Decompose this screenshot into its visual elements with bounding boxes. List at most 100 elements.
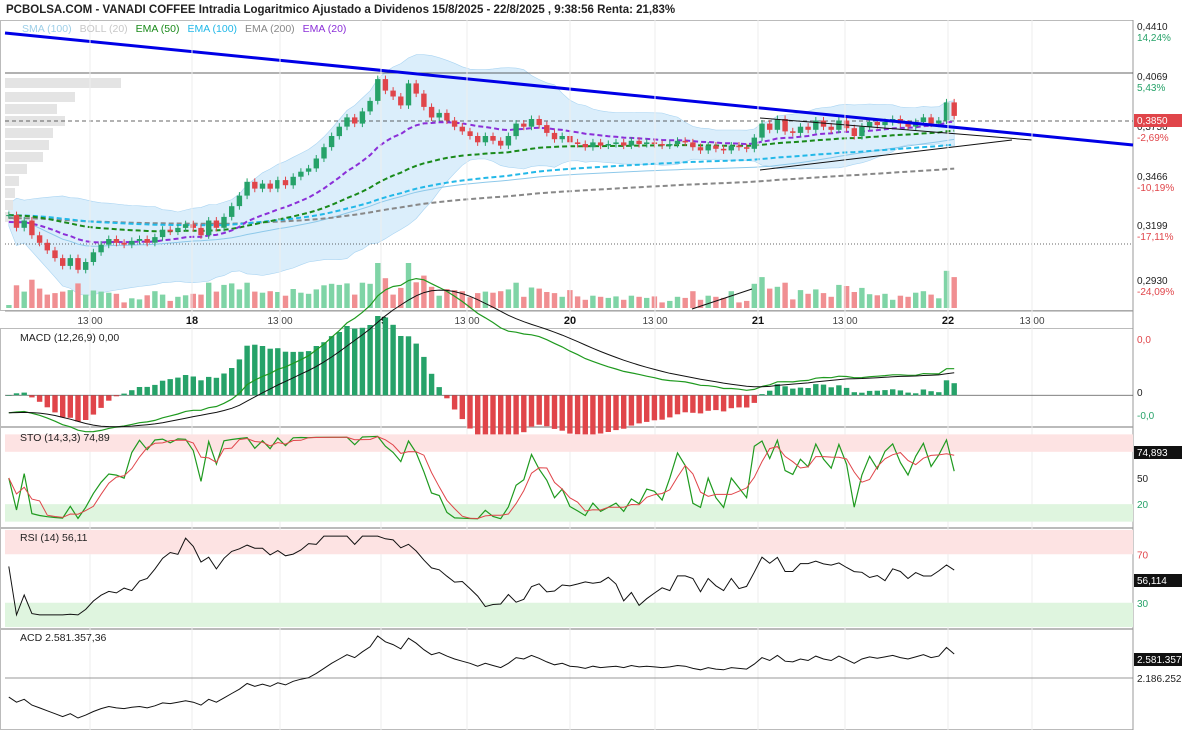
candle-body [882,122,888,126]
rsi-overbought-zone [5,530,1133,555]
macd-histogram-bar [667,395,673,418]
candle-body [682,140,688,143]
volume-bar [83,294,89,308]
macd-histogram-bar [275,348,281,396]
price-tick-pct: 5,43% [1137,83,1165,94]
macd-histogram-bar [451,395,458,410]
candle-body [375,79,381,101]
macd-histogram-bar [682,395,688,413]
volume-bar [36,288,43,308]
macd-histogram-bar [352,328,358,396]
macd-histogram-bar [259,346,266,396]
macd-histogram-bar [582,395,588,437]
volume-bar [744,300,750,308]
candle-body [106,239,112,245]
macd-histogram-bar [521,395,527,433]
rsi-current-badge [1134,574,1182,587]
macd-histogram-bar [490,395,496,442]
legend-entry: EMA (200) [245,23,295,35]
volume-profile-bar [5,152,43,162]
volume-bar [67,290,73,308]
macd-tick: 0 [1137,388,1143,399]
candle-body [190,224,196,228]
volume-trendline [691,288,753,310]
volume-bar [859,287,865,308]
volume-bar [428,286,435,308]
candle-body [628,140,635,146]
macd-histogram-bar [859,392,865,396]
volume-profile-bar [5,92,75,102]
volume-bar [436,295,442,308]
candle-body [459,126,465,132]
volume-bar [405,263,412,308]
volume-bar [290,289,296,308]
rsi-label: RSI (14) 56,11 [20,532,88,544]
chart-title: PCBOLSA.COM - VANADI COFFEE Intradia Log… [6,4,676,16]
candle-body [536,119,542,126]
macd-histogram-bar [644,395,650,422]
volume-bar [843,286,850,308]
macd-histogram-bar [882,390,888,396]
volume-bar [321,285,327,308]
candle-body [690,142,696,148]
descending-trendline [4,31,1134,147]
candle-body [328,136,335,148]
candle-body [659,144,665,146]
macd-histogram-bar [428,373,435,396]
candle-body [874,122,880,126]
candle-body [951,102,957,116]
volume-profile-bar [5,212,11,222]
candle-body [259,183,266,189]
macd-line [8,277,955,433]
macd-histogram-bar [375,316,381,396]
legend-entry: EMA (20) [303,23,347,35]
candle-body [667,144,673,146]
macd-histogram-bar [790,388,796,396]
price-tick-label: 0,4410 [1137,22,1168,33]
rsi-level: 70 [1137,550,1149,561]
macd-histogram-bar [167,379,173,396]
macd-histogram-bar [751,395,757,403]
volume-bar [674,296,681,308]
macd-histogram-bar [152,384,158,396]
volume-bar [651,296,658,308]
candle-body [505,136,512,146]
candle-body [298,171,304,177]
candle-body [313,158,319,169]
candle-body [305,168,312,172]
candle-body [851,128,857,136]
candle-body [198,227,204,236]
candle-body [6,215,12,217]
macd-histogram-bar [444,395,450,399]
macd-histogram-bar [6,395,12,396]
macd-histogram-bar [697,395,704,414]
candle-body [490,136,496,141]
volume-bar [206,282,212,308]
volume-bar [98,291,104,308]
candle-body [751,137,757,149]
candle-body [159,229,166,238]
candle-body [13,215,20,228]
volume-bar [451,290,458,308]
macd-histogram-bar [221,373,227,396]
candle-body [236,195,243,207]
macd-panel [0,328,1134,427]
candle-body [252,181,258,189]
ema-200-line [8,167,955,225]
candle-body [267,183,273,189]
candle-body [29,220,35,236]
candle-body [790,131,796,133]
volume-bar [413,282,419,308]
legend-entry: EMA (50) [136,23,180,35]
volume-bar [659,302,665,308]
volume-bar [605,297,611,308]
macd-label: MACD (12,26,9) 0,00 [20,332,119,344]
volume-bar [159,294,166,308]
candle-body [206,220,212,236]
volume-profile-bar [5,140,49,150]
candle-body [282,180,289,186]
candle-body [136,239,143,241]
candle-body [182,224,189,228]
volume-bar [913,292,919,308]
